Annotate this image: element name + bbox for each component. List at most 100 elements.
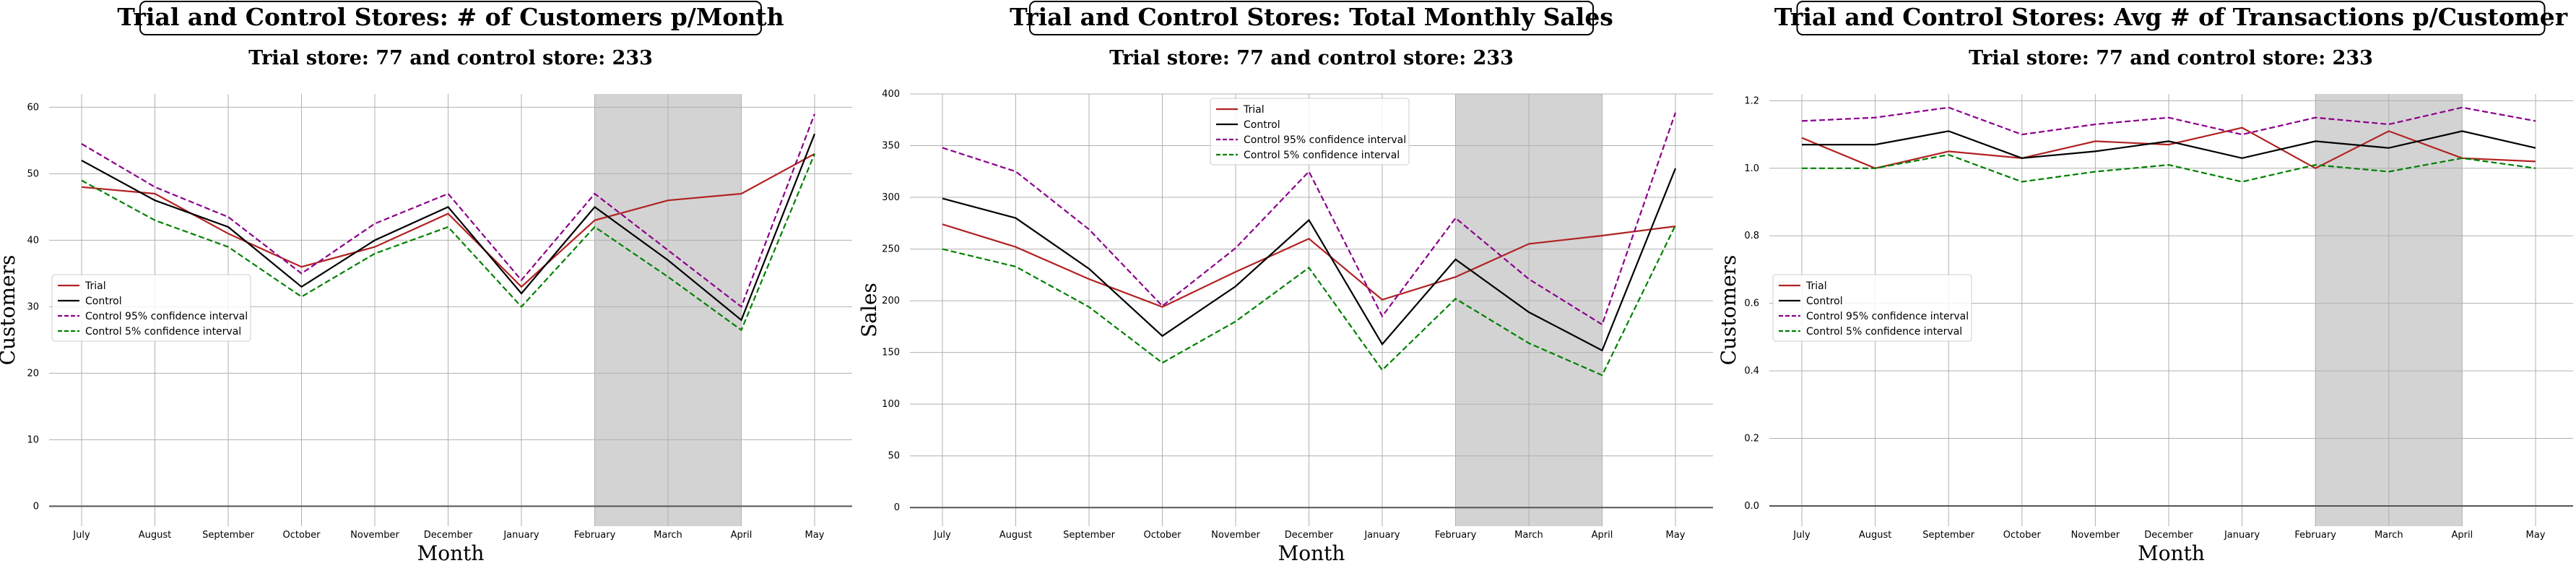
y-axis-label: Customers (0, 255, 19, 366)
x-tick-label: September (1063, 530, 1116, 541)
chart-panel-1: 0 10 20 30 40 50 60 July August September October N… (0, 1, 852, 565)
legend-label: Control 95% confidence interval (1806, 311, 1969, 322)
x-tick-label: December (424, 530, 473, 541)
x-tick-label: September (1922, 530, 1975, 541)
chart-title: Trial and Control Stores: # of Customers… (117, 3, 784, 31)
y-tick-label: 0.6 (1744, 299, 1759, 309)
title-box (1029, 1, 1594, 35)
legend-label: Control (85, 296, 122, 307)
legend-label: Trial (1805, 280, 1827, 292)
x-tick-label: August (999, 530, 1033, 541)
x-tick-label: May (2526, 530, 2546, 541)
y-tick-label: 1.2 (1744, 95, 1759, 106)
y-tick-label: 100 (882, 399, 900, 410)
y-tick-label: 30 (27, 301, 39, 312)
x-tick-label: August (1859, 530, 1892, 541)
x-axis-label: Month (1278, 541, 1345, 565)
y-tick-label: 0.0 (1744, 501, 1759, 512)
x-tick-label: March (1514, 530, 1543, 541)
legend-label: Control 95% confidence interval (1244, 134, 1406, 146)
x-tick-label: July (72, 530, 90, 541)
y-tick-label: 0.8 (1744, 231, 1759, 241)
series-line-control-5pct-confidence-interval (81, 153, 816, 332)
x-tick-label: April (2452, 530, 2473, 541)
y-tick-label: 400 (882, 89, 900, 100)
title-box (1796, 1, 2546, 35)
chart-title: Trial and Control Stores: Total Monthly … (1010, 3, 1613, 31)
legend-label: Control 5% confidence interval (1806, 326, 1962, 338)
series-line-control-95pct-confidence-interval (81, 113, 816, 309)
x-tick-label: April (731, 530, 753, 541)
series-line-control-5pct-confidence-interval (942, 225, 1676, 377)
series-line-trial (1801, 126, 2536, 170)
y-tick-label: 250 (882, 244, 900, 255)
legend-box (1772, 274, 1972, 342)
title-box (139, 1, 762, 35)
x-tick-label: October (1143, 530, 1181, 541)
legend-label: Control 5% confidence interval (1244, 150, 1400, 161)
y-tick-label: 300 (882, 192, 900, 203)
x-tick-label: September (202, 530, 255, 541)
y-tick-label: 0.2 (1744, 434, 1759, 445)
y-tick-label: 50 (888, 451, 900, 462)
y-tick-label: 20 (27, 368, 39, 379)
x-tick-label: November (350, 530, 399, 541)
x-tick-label: January (503, 530, 539, 541)
x-tick-label: March (654, 530, 682, 541)
x-tick-label: December (2144, 530, 2193, 541)
x-tick-label: February (574, 530, 616, 541)
legend: Trial Control Control 95% confidence inter… (51, 274, 251, 342)
legend-label: Control (1244, 119, 1280, 131)
chart-subtitle: Trial store: 77 and control store: 233 (1109, 47, 1514, 69)
legend-label: Trial (1243, 104, 1265, 116)
x-tick-label: July (933, 530, 951, 541)
x-tick-label: February (2294, 530, 2336, 541)
x-tick-label: January (2224, 530, 2260, 541)
y-axis-label: Sales (857, 283, 881, 338)
x-tick-label: May (805, 530, 825, 541)
legend-label: Control (1806, 296, 1843, 307)
x-tick-label: January (1363, 530, 1400, 541)
y-tick-label: 150 (882, 348, 900, 359)
series-line-control-95pct-confidence-interval (1801, 106, 2536, 136)
y-tick-label: 60 (27, 102, 39, 113)
series-line-trial (81, 153, 815, 288)
x-tick-label: October (2003, 530, 2042, 541)
chart-subtitle: Trial store: 77 and control store: 233 (1969, 47, 2373, 69)
y-tick-label: 1.0 (1744, 163, 1759, 174)
chart-subtitle: Trial store: 77 and control store: 233 (248, 47, 653, 69)
x-axis-label: Month (417, 541, 485, 565)
legend-label: Control 5% confidence interval (85, 326, 241, 338)
legend-label: Control 95% confidence interval (85, 311, 248, 322)
y-tick-label: 200 (882, 296, 900, 306)
x-tick-label: August (139, 530, 172, 541)
y-tick-label: 0 (33, 501, 39, 512)
series-line-trial (942, 223, 1676, 308)
series-line-control-5pct-confidence-interval (1802, 153, 2536, 183)
y-tick-label: 50 (27, 168, 39, 179)
series-line-control-95pct-confidence-interval (942, 112, 1677, 326)
series-line-control (942, 168, 1677, 352)
legend-box (1210, 98, 1410, 166)
y-tick-label: 0 (894, 502, 900, 513)
y-tick-label: 350 (882, 141, 900, 152)
y-tick-label: 0.4 (1744, 366, 1759, 377)
x-tick-label: February (1435, 530, 1477, 541)
chart-panel-2: 0 50 100 150 200 250 300 350 400 July August Septem… (857, 1, 1713, 565)
legend-label: Trial (84, 280, 106, 292)
x-tick-label: March (2375, 530, 2403, 541)
chart-panel-3: 0.0 0.2 0.4 0.6 0.8 1.0 1.2 July August September… (1717, 1, 2573, 565)
y-tick-label: 10 (27, 434, 39, 445)
x-tick-label: December (1285, 530, 1334, 541)
y-axis-label: Customers (1717, 255, 1740, 366)
x-tick-label: October (282, 530, 321, 541)
legend: Trial Control Control 95% confidence inter… (1210, 98, 1410, 166)
legend-box (51, 274, 251, 342)
x-axis-label: Month (2138, 541, 2205, 565)
y-tick-label: 40 (27, 235, 39, 246)
x-tick-label: April (1592, 530, 1613, 541)
x-tick-label: July (1792, 530, 1810, 541)
series-line-control (81, 133, 816, 322)
x-tick-label: November (1211, 530, 1260, 541)
